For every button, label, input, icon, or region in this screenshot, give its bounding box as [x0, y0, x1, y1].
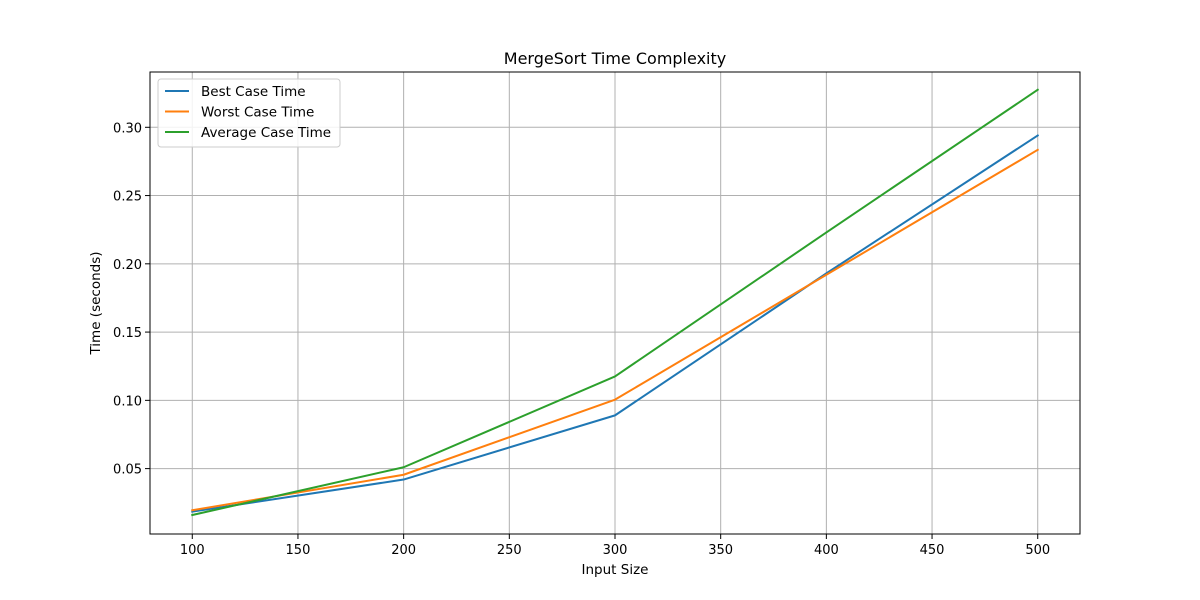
- y-tick-label-0: 0.05: [113, 463, 142, 478]
- x-tick-label-0: 100: [180, 543, 205, 558]
- x-tick-label-3: 250: [497, 543, 522, 558]
- x-tick-label-7: 450: [920, 543, 945, 558]
- x-tick-label-5: 350: [708, 543, 733, 558]
- series-layer: [191, 88, 1040, 517]
- chart-title: MergeSort Time Complexity: [504, 49, 726, 68]
- legend-label-best-case-time: Best Case Time: [201, 84, 306, 100]
- y-tick-label-4: 0.25: [113, 190, 142, 205]
- x-tick-label-1: 150: [286, 543, 311, 558]
- x-axis-label: Input Size: [582, 562, 649, 578]
- x-tick-label-2: 200: [391, 543, 416, 558]
- x-tick-label-8: 500: [1025, 543, 1050, 558]
- legend: Best Case Time Worst Case Time Average Cas…: [157, 78, 341, 148]
- series-line-worst-case-time: [191, 148, 1040, 512]
- legend-label-average-case-time: Average Case Time: [201, 125, 331, 141]
- x-tick-label-6: 400: [814, 543, 839, 558]
- x-tick-label-4: 300: [603, 543, 628, 558]
- y-tick-label-2: 0.15: [113, 326, 142, 341]
- legend-box: [157, 78, 341, 148]
- tick-layer: 100 150 200 250 300 350 400 450 500 0.05 0.10 0.15 0…: [113, 121, 1050, 558]
- y-tick-label-3: 0.20: [113, 258, 142, 273]
- y-axis-label: Time (seconds): [88, 251, 104, 355]
- y-tick-label-5: 0.30: [113, 121, 142, 136]
- legend-label-worst-case-time: Worst Case Time: [201, 105, 314, 121]
- y-tick-label-1: 0.10: [113, 394, 142, 409]
- series-line-best-case-time: [191, 134, 1040, 513]
- series-line-average-case-time: [191, 88, 1040, 517]
